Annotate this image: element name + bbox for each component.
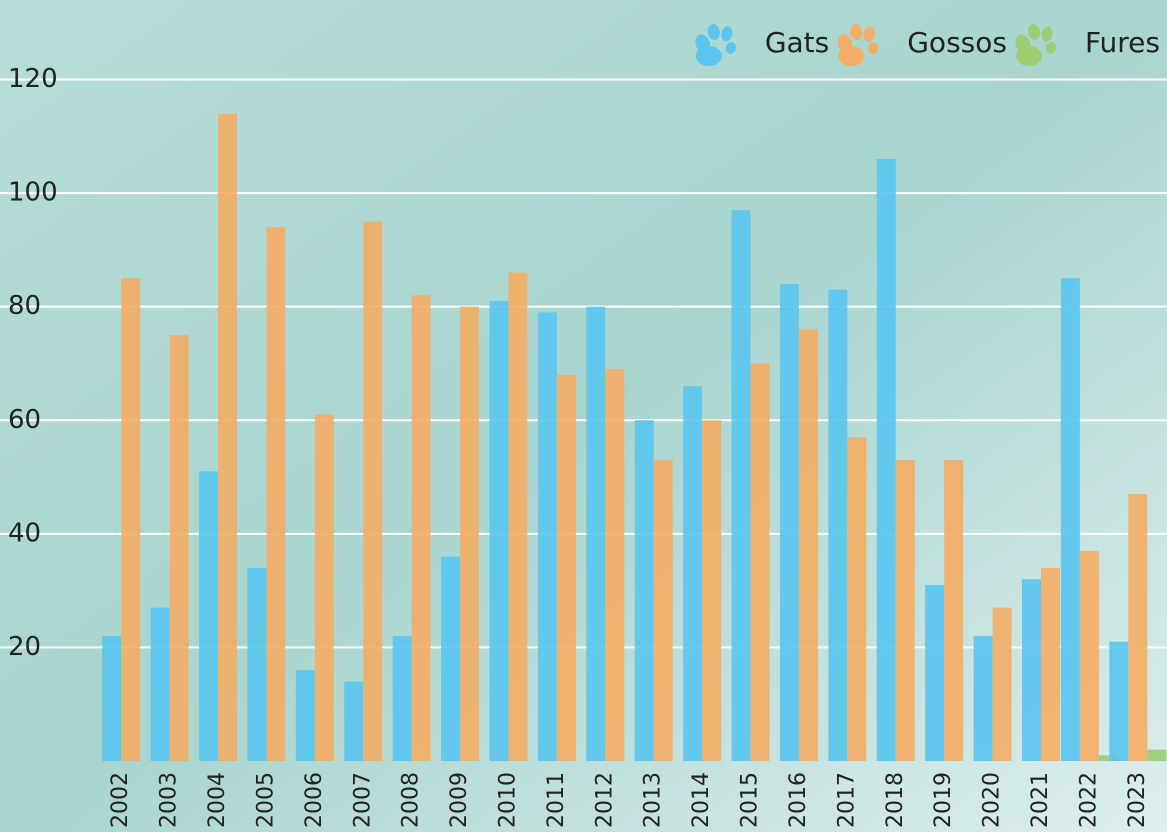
x-tick-label: 2005 xyxy=(253,772,278,828)
bar xyxy=(121,278,141,761)
paw-pad xyxy=(850,24,863,40)
bar xyxy=(750,363,770,761)
bar xyxy=(1098,755,1118,761)
x-tick-label: 2011 xyxy=(544,772,569,828)
paw-pad xyxy=(721,26,733,42)
bar xyxy=(344,681,364,761)
y-tick-label: 100 xyxy=(8,178,58,208)
bar xyxy=(731,210,751,762)
bar xyxy=(779,283,799,761)
bar xyxy=(925,584,945,761)
bar xyxy=(605,369,625,761)
x-tick-label: 2019 xyxy=(931,772,956,828)
bar xyxy=(169,335,189,761)
y-tick-label: 60 xyxy=(8,405,41,435)
bar xyxy=(1147,749,1167,761)
x-tick-label: 2006 xyxy=(302,772,327,828)
bar xyxy=(537,312,557,761)
bar xyxy=(314,414,334,761)
bar xyxy=(411,295,431,761)
x-tick-label: 2012 xyxy=(592,772,617,828)
x-tick-label: 2009 xyxy=(447,772,472,828)
bar xyxy=(634,420,654,761)
x-tick-label: 2020 xyxy=(980,772,1005,828)
bar xyxy=(295,670,315,761)
bar xyxy=(1079,550,1099,761)
bar xyxy=(1128,494,1148,761)
legend-icon xyxy=(837,24,879,66)
plot-area: 20 40 60 80 100 120 2002 2003 2004 2005 2006 2007 20… xyxy=(0,64,1167,828)
bar xyxy=(460,306,480,761)
paw-pad xyxy=(1041,26,1053,42)
bar xyxy=(199,471,219,761)
x-tick-label: 2023 xyxy=(1125,772,1150,828)
bar xyxy=(586,306,606,761)
legend: Fures Gossos Gats xyxy=(695,24,1160,66)
x-tick-label: 2007 xyxy=(350,772,375,828)
x-tick-label: 2016 xyxy=(786,772,811,828)
legend-label: Gossos xyxy=(907,26,1007,59)
bar xyxy=(363,221,383,761)
bar xyxy=(441,556,461,761)
legend-label: Fures xyxy=(1085,26,1160,59)
bar xyxy=(150,607,170,761)
bar xyxy=(102,636,122,761)
bar xyxy=(992,607,1012,761)
bar xyxy=(392,636,412,761)
paw-pad xyxy=(695,46,722,66)
y-tick-label: 120 xyxy=(8,64,58,94)
y-tick-label: 20 xyxy=(8,632,41,662)
bar xyxy=(508,272,528,761)
x-tick-label: 2013 xyxy=(641,772,666,828)
bar xyxy=(489,300,509,761)
y-tick-label: 80 xyxy=(8,291,41,321)
bar xyxy=(653,460,673,761)
bar xyxy=(1021,579,1041,761)
legend-label: Gats xyxy=(765,26,829,59)
bar xyxy=(683,386,703,761)
paw-pad xyxy=(838,46,865,66)
paw-pad xyxy=(707,24,720,40)
x-tick-label: 2008 xyxy=(399,772,424,828)
x-tick-label: 2015 xyxy=(738,772,763,828)
paw-pad xyxy=(868,42,879,54)
bar xyxy=(847,437,867,761)
y-tick-label: 40 xyxy=(8,518,41,548)
bar xyxy=(1109,641,1129,761)
bar xyxy=(702,420,722,761)
x-tick-label: 2017 xyxy=(834,772,859,828)
bar xyxy=(944,460,964,761)
bar xyxy=(798,329,818,761)
bar xyxy=(973,636,993,761)
paw-pad xyxy=(725,42,736,54)
legend-icon xyxy=(1015,24,1057,66)
bar xyxy=(1060,278,1080,761)
paw-pad xyxy=(1027,24,1041,40)
bar xyxy=(218,113,238,761)
bar xyxy=(266,227,286,761)
x-tick-label: 2004 xyxy=(205,772,230,828)
paw-pad xyxy=(1045,42,1057,54)
paw-pad xyxy=(863,26,875,42)
bar xyxy=(247,567,267,761)
x-tick-label: 2014 xyxy=(689,772,714,828)
x-tick-label: 2021 xyxy=(1028,772,1053,828)
x-tick-label: 2018 xyxy=(883,772,908,828)
paw-pad xyxy=(1015,46,1042,66)
bar xyxy=(556,374,576,761)
x-tick-label: 2003 xyxy=(157,772,182,828)
legend-icon xyxy=(695,24,736,66)
bar xyxy=(895,460,915,761)
bar xyxy=(1040,567,1060,761)
bar xyxy=(876,159,896,762)
x-tick-label: 2022 xyxy=(1076,772,1101,828)
bar xyxy=(828,289,848,761)
x-tick-label: 2010 xyxy=(495,772,520,828)
x-tick-label: 2002 xyxy=(108,772,133,828)
